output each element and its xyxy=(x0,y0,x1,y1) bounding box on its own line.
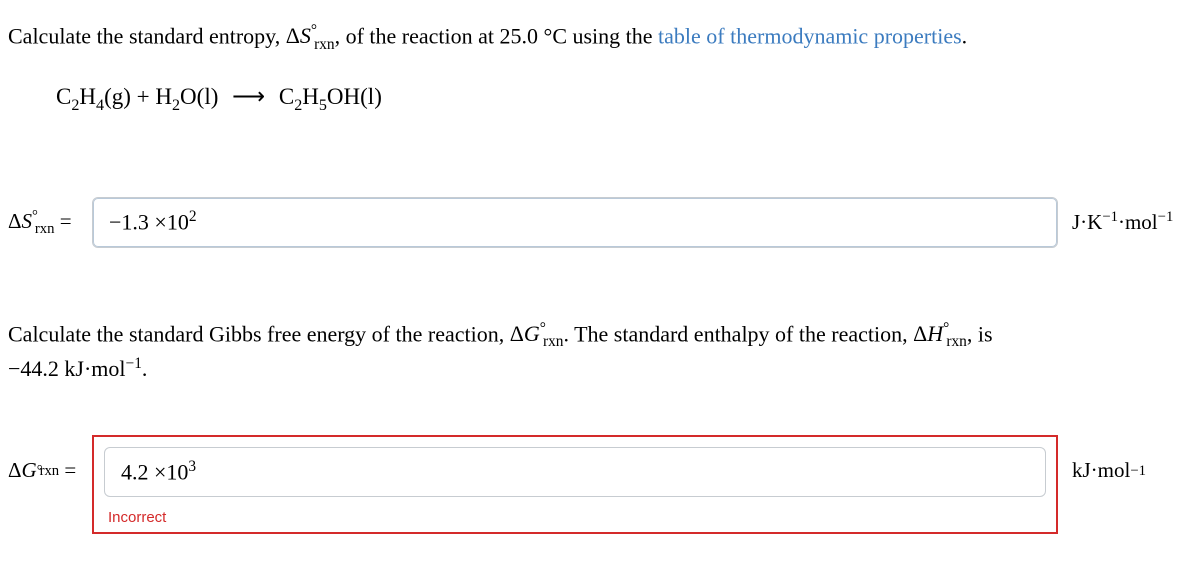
reactant-2: H2O(l) xyxy=(155,84,218,109)
gibbs-input[interactable]: 4.2 ×103 xyxy=(104,447,1046,497)
entropy-value: −1.3 ×102 xyxy=(109,206,197,238)
text: Calculate the standard entropy, xyxy=(8,23,286,48)
text: , of the reaction at 25.0 °C using the xyxy=(335,23,658,48)
text: Calculate the standard Gibbs free energy… xyxy=(8,321,510,346)
entropy-variable-label: ΔS°rxn = xyxy=(8,206,78,240)
incorrect-feedback-box: 4.2 ×103 Incorrect xyxy=(92,435,1058,534)
gibbs-variable-label: ΔG°rxn = xyxy=(8,435,78,507)
plus: + xyxy=(131,84,155,109)
question-container: Calculate the standard entropy, ΔS°rxn, … xyxy=(0,0,1200,542)
reactant-1: C2H4(g) xyxy=(56,84,131,109)
incorrect-label: Incorrect xyxy=(108,507,1046,528)
text: . The standard enthalpy of the reaction, xyxy=(563,321,913,346)
gibbs-unit: kJ·mol−1 xyxy=(1072,435,1192,507)
gibbs-value: 4.2 ×103 xyxy=(121,456,196,488)
text: , is xyxy=(967,321,993,346)
var-delta-h: ΔH°rxn xyxy=(913,321,967,346)
answer-row-entropy: ΔS°rxn = −1.3 ×102 J·K−1·mol−1 xyxy=(8,197,1192,247)
entropy-input[interactable]: −1.3 ×102 xyxy=(92,197,1058,247)
reaction-equation: C2H4(g) + H2O(l) ⟶ C2H5OH(l) xyxy=(56,81,1192,117)
thermo-table-link[interactable]: table of thermodynamic properties xyxy=(658,23,962,48)
text: −44.2 kJ·mol−1. xyxy=(8,356,147,381)
var-delta-g: ΔG°rxn xyxy=(510,321,564,346)
entropy-unit: J·K−1·mol−1 xyxy=(1072,207,1192,237)
text: . xyxy=(962,23,968,48)
prompt-entropy: Calculate the standard entropy, ΔS°rxn, … xyxy=(8,20,1192,55)
var-delta-s: ΔS°rxn xyxy=(286,23,335,48)
arrow-icon: ⟶ xyxy=(232,81,265,113)
product-1: C2H5OH(l) xyxy=(279,84,382,109)
answer-row-gibbs: ΔG°rxn = 4.2 ×103 Incorrect kJ·mol−1 xyxy=(8,435,1192,534)
prompt-gibbs: Calculate the standard Gibbs free energy… xyxy=(8,318,1192,385)
